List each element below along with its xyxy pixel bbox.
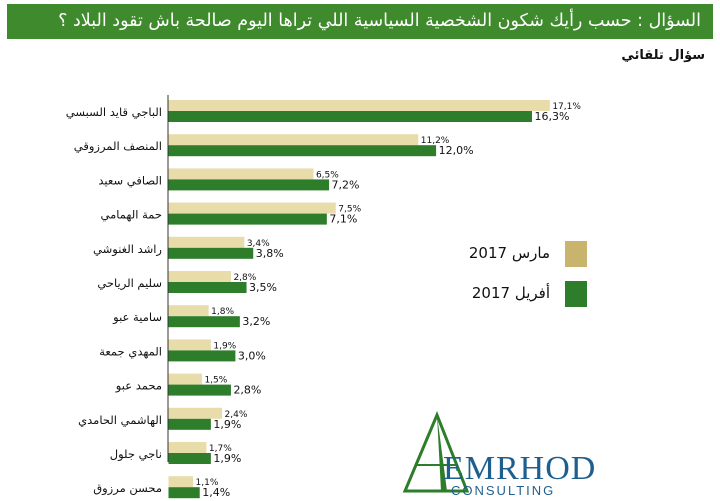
svg-text:EMRHOD: EMRHOD <box>443 450 596 487</box>
value-label-april: 7,2% <box>332 178 360 191</box>
legend-item-april: أفريل 2017 <box>465 281 595 307</box>
category-label: محمد عبو <box>115 379 162 394</box>
bar-april <box>168 384 231 396</box>
value-label-march: 2,4% <box>225 410 248 420</box>
bar-march <box>168 271 231 282</box>
bar-april <box>168 350 236 362</box>
category-label: الباجي قايد السبسي <box>66 105 162 119</box>
emrhod-logo: EMRHOD CONSULTING <box>395 405 607 498</box>
value-label-march: 7,5% <box>338 205 361 215</box>
category-label: الهاشمي الحامدي <box>78 413 162 427</box>
category-label: المنصف المرزوقي <box>74 139 162 154</box>
bar-april <box>168 487 200 499</box>
value-label-april: 1,4% <box>202 486 230 499</box>
bar-march <box>168 339 211 351</box>
value-label-april: 16,3% <box>534 110 569 123</box>
legend-swatch-march <box>565 241 587 267</box>
legend-swatch-april <box>565 281 587 307</box>
question-banner: السؤال : حسب رأيك شكون الشخصية السياسية … <box>7 4 713 39</box>
bar-april <box>168 179 330 191</box>
value-label-april: 1,9% <box>213 452 241 465</box>
bar-march <box>168 100 550 111</box>
bar-march <box>168 442 207 453</box>
category-label: الصافي سعيد <box>98 173 162 187</box>
value-label-april: 3,2% <box>242 315 270 328</box>
bar-april <box>168 282 247 293</box>
svg-text:CONSULTING: CONSULTING <box>451 483 555 497</box>
value-label-march: 3,4% <box>247 239 270 249</box>
category-label: المهدي جمعة <box>99 344 162 358</box>
value-label-april: 3,8% <box>256 247 284 260</box>
bar-april <box>168 247 254 259</box>
question-title: السؤال : حسب رأيك شكون الشخصية السياسية … <box>58 11 701 31</box>
legend-label-april: أفريل 2017 <box>471 284 550 302</box>
bar-april <box>168 316 240 328</box>
category-label: ناجي جلول <box>110 447 162 462</box>
value-label-april: 3,5% <box>249 281 277 294</box>
value-label-march: 1,9% <box>213 341 236 351</box>
bar-april <box>168 111 532 122</box>
value-label-april: 12,0% <box>439 144 474 157</box>
value-label-march: 1,5% <box>204 376 227 386</box>
category-label: راشد الغنوشي <box>93 242 162 257</box>
legend-item-march: مارس 2017 <box>465 241 595 267</box>
bar-march <box>168 407 223 419</box>
emrhod-logo-graphic: EMRHOD CONSULTING <box>402 411 596 498</box>
bar-march <box>168 168 314 180</box>
category-label: سليم الرياحي <box>97 276 162 291</box>
value-label-march: 17,1% <box>552 102 581 112</box>
legend-label-march: مارس 2017 <box>468 244 550 262</box>
bar-march <box>168 236 245 248</box>
bar-march <box>168 305 209 317</box>
question-type-subtitle: سؤال تلقائي <box>621 48 705 63</box>
category-label: سامية عبو <box>112 310 162 325</box>
value-label-april: 1,9% <box>213 418 241 431</box>
value-label-march: 1,7% <box>209 444 232 454</box>
bar-april <box>168 145 437 157</box>
value-label-april: 3,0% <box>238 349 266 362</box>
value-label-march: 11,2% <box>421 136 450 146</box>
value-label-march: 1,8% <box>211 307 234 317</box>
bar-april <box>168 213 327 225</box>
value-label-march: 6,5% <box>316 170 339 180</box>
bar-april <box>168 453 211 464</box>
value-label-april: 7,1% <box>329 213 357 226</box>
value-label-march: 2,8% <box>233 273 256 283</box>
bar-march <box>168 476 194 488</box>
value-label-march: 1,1% <box>196 478 219 488</box>
bar-march <box>168 202 336 214</box>
value-label-april: 2,8% <box>233 384 261 397</box>
bar-april <box>168 418 211 430</box>
bar-march <box>168 134 419 146</box>
category-label: محسن مرزوق <box>93 481 162 496</box>
category-label: حمة الهمامي <box>101 208 162 222</box>
bar-march <box>168 373 202 385</box>
